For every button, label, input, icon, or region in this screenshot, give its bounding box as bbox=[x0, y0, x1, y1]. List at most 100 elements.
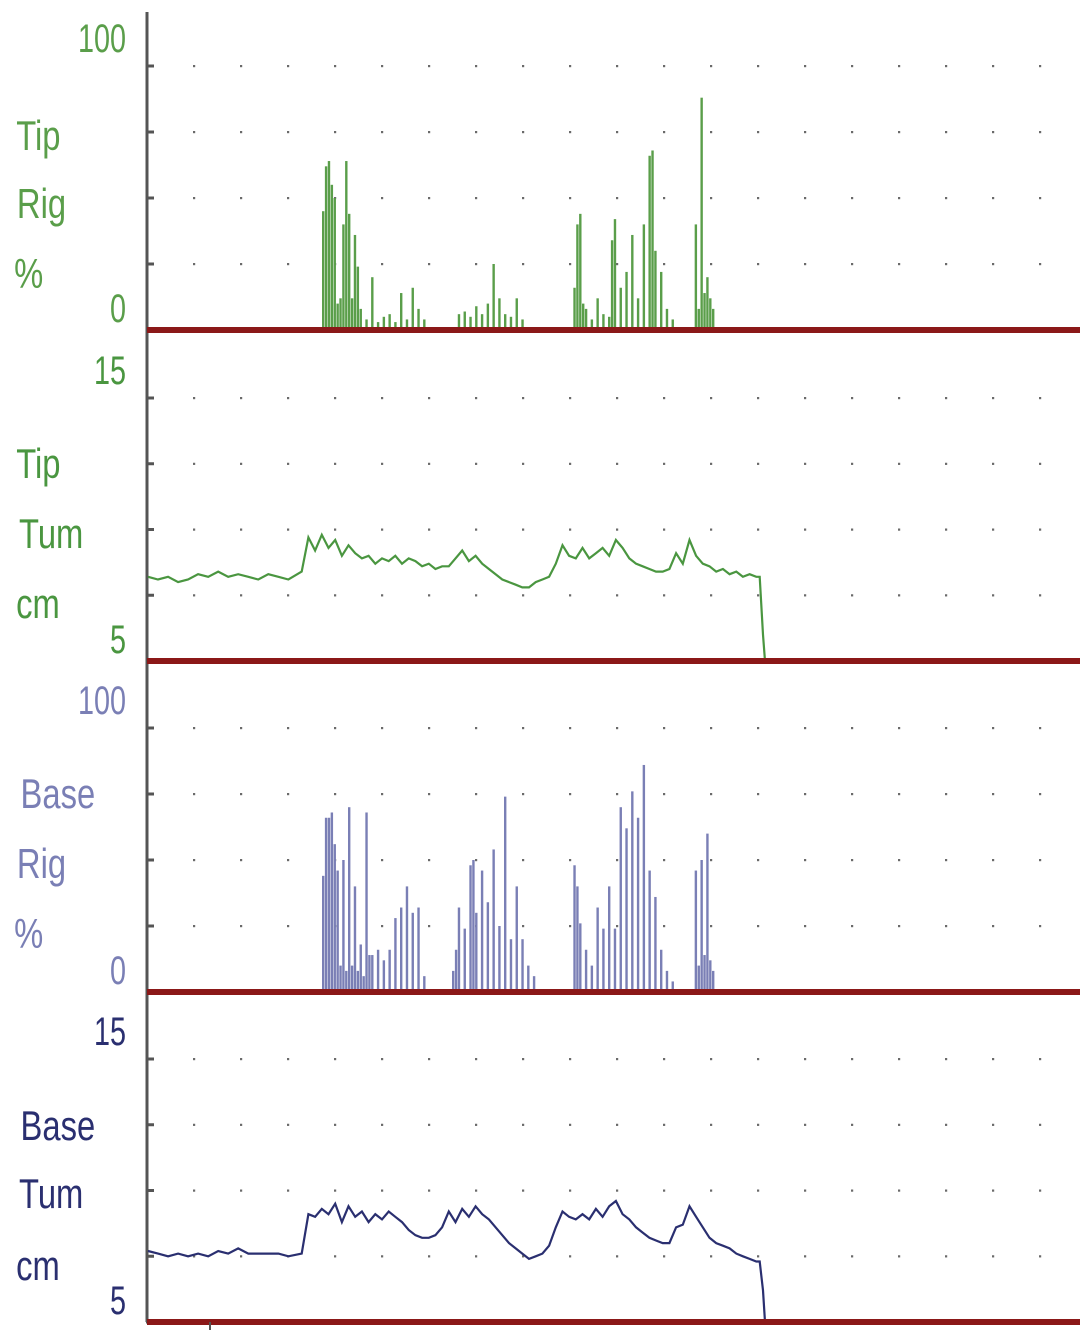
series-line bbox=[147, 532, 767, 662]
bar bbox=[608, 886, 611, 992]
grid-dot bbox=[898, 1123, 901, 1126]
grid-dot bbox=[945, 397, 948, 400]
grid-dot bbox=[710, 925, 713, 928]
bar bbox=[348, 807, 351, 992]
bar bbox=[454, 949, 458, 992]
grid-dot bbox=[710, 727, 713, 730]
bar bbox=[411, 287, 414, 330]
grid-dot bbox=[710, 1189, 713, 1192]
bar bbox=[475, 306, 478, 330]
grid-dot bbox=[710, 594, 713, 597]
bar bbox=[504, 796, 507, 992]
bar bbox=[469, 316, 472, 330]
grid-dot bbox=[240, 859, 243, 862]
grid-dot bbox=[428, 197, 431, 200]
bar bbox=[388, 314, 391, 330]
grid-dot bbox=[804, 1255, 807, 1258]
grid-dot bbox=[945, 263, 948, 266]
bar bbox=[521, 319, 524, 330]
grid-dot bbox=[334, 793, 337, 796]
bar bbox=[596, 298, 599, 330]
grid-dot bbox=[898, 131, 901, 134]
grid-dot bbox=[898, 1058, 901, 1061]
grid-dot bbox=[663, 263, 666, 266]
grid-dot bbox=[522, 859, 525, 862]
bar bbox=[697, 308, 700, 330]
bar bbox=[694, 870, 698, 992]
grid-dot bbox=[240, 1255, 243, 1258]
bar bbox=[582, 303, 585, 330]
grid-dot bbox=[1039, 859, 1042, 862]
grid-dot bbox=[851, 528, 854, 531]
bar bbox=[596, 907, 599, 992]
grid-dot bbox=[804, 528, 807, 531]
grid-dot bbox=[851, 1123, 854, 1126]
grid-dot bbox=[193, 859, 196, 862]
grid-dot bbox=[569, 397, 572, 400]
grid-dot bbox=[616, 594, 619, 597]
grid-dot bbox=[663, 859, 666, 862]
grid-dot bbox=[851, 397, 854, 400]
grid-dot bbox=[240, 528, 243, 531]
grid-dot bbox=[851, 859, 854, 862]
grid-dot bbox=[475, 65, 478, 68]
grid-dot bbox=[992, 1189, 995, 1192]
grid-dot bbox=[804, 462, 807, 465]
bar bbox=[475, 912, 478, 992]
grid-dot bbox=[710, 397, 713, 400]
grid-dot bbox=[757, 1058, 760, 1061]
grid-dot bbox=[334, 1255, 337, 1258]
grid-dot bbox=[334, 131, 337, 134]
bar bbox=[660, 271, 663, 330]
bar bbox=[521, 939, 524, 992]
bar bbox=[405, 319, 409, 330]
grid-dot bbox=[710, 1255, 713, 1258]
bar bbox=[706, 833, 709, 992]
grid-dot bbox=[663, 1189, 666, 1192]
bar bbox=[590, 965, 594, 992]
bar bbox=[359, 944, 362, 992]
bar bbox=[342, 224, 345, 330]
bar bbox=[353, 234, 357, 330]
grid-dot bbox=[804, 727, 807, 730]
grid-dot bbox=[851, 594, 854, 597]
bar bbox=[712, 308, 715, 330]
panel-1: 100 0 Tip Rig% bbox=[14, 16, 1080, 333]
grid-dot bbox=[945, 528, 948, 531]
bar bbox=[417, 308, 420, 330]
grid-dot bbox=[898, 925, 901, 928]
grid-dot bbox=[1039, 1189, 1042, 1192]
grid-dot bbox=[475, 859, 478, 862]
grid-dot bbox=[710, 263, 713, 266]
grid-dot bbox=[757, 263, 760, 266]
bar bbox=[322, 875, 325, 992]
grid-dot bbox=[710, 793, 713, 796]
grid-dot bbox=[898, 462, 901, 465]
bar bbox=[330, 184, 334, 330]
y-tick-label-top: 100 bbox=[78, 16, 126, 61]
bar bbox=[457, 907, 461, 992]
bar bbox=[515, 886, 518, 992]
grid-dot bbox=[945, 1255, 948, 1258]
grid-dot bbox=[334, 462, 337, 465]
bar bbox=[665, 970, 669, 992]
grid-dot bbox=[616, 793, 619, 796]
grid-dot bbox=[757, 793, 760, 796]
bar bbox=[365, 812, 368, 992]
grid-dot bbox=[663, 1255, 666, 1258]
grid-dot bbox=[193, 1123, 196, 1126]
panel-2: 15 5 Tip Tum cm bbox=[16, 348, 1080, 664]
grid-dot bbox=[851, 131, 854, 134]
grid-dot bbox=[992, 1123, 995, 1126]
grid-dot bbox=[240, 131, 243, 134]
bar bbox=[584, 949, 588, 992]
grid-dot bbox=[240, 1058, 243, 1061]
grid-dot bbox=[522, 727, 525, 730]
grid-dot bbox=[616, 131, 619, 134]
bar bbox=[333, 198, 336, 330]
grid-dot bbox=[428, 528, 431, 531]
grid-dot bbox=[757, 925, 760, 928]
grid-dot bbox=[1039, 197, 1042, 200]
grid-dot bbox=[334, 65, 337, 68]
